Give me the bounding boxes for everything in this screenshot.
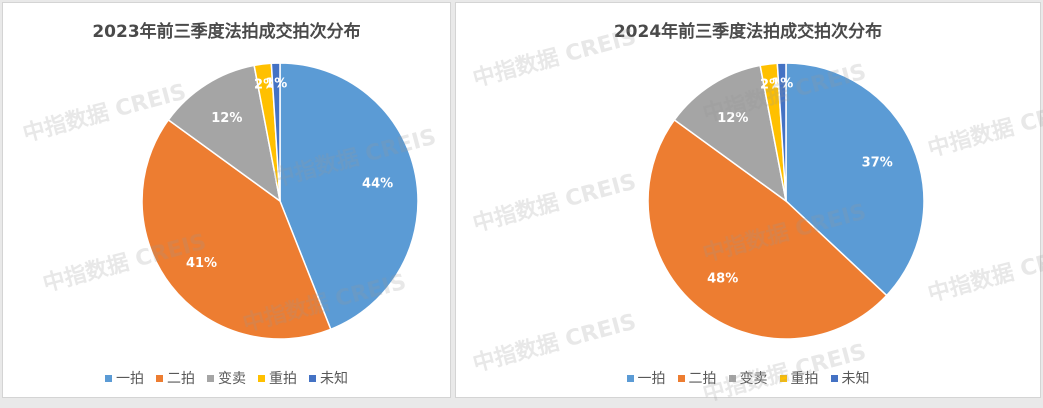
pie-chart-2023: 44% 41% 12% 2%1% <box>141 62 419 340</box>
data-label: 44% <box>362 176 393 191</box>
pie-slice-5 <box>776 62 787 202</box>
legend-swatch <box>779 374 787 382</box>
legend-swatch <box>728 374 736 382</box>
legend-swatch <box>626 374 634 382</box>
legend-item: 重拍 <box>258 368 297 388</box>
pie-slice-3 <box>673 64 788 203</box>
data-label: 1% <box>771 76 793 91</box>
chart-panel-2024: 2024年前三季度法拍成交拍次分布 37% 48% 12% 2% 1% 一拍 二拍 变卖 重拍… <box>455 2 1041 398</box>
legend-label: 一拍 <box>637 371 666 387</box>
legend-swatch <box>105 374 112 382</box>
data-label: 2% <box>760 77 782 92</box>
pie-slice-2 <box>141 118 332 340</box>
legend-swatch <box>309 374 316 382</box>
legend-item: 变卖 <box>728 368 768 388</box>
legend-label: 未知 <box>320 371 348 387</box>
data-label: 37% <box>862 156 893 171</box>
data-label: 2% <box>254 77 276 92</box>
data-label: 1% <box>265 76 287 91</box>
legend-label: 重拍 <box>269 371 297 387</box>
legend-item: 重拍 <box>779 368 819 388</box>
legend-swatch <box>830 374 838 382</box>
data-label: 12% <box>211 111 242 126</box>
pie-chart-2024: 37% 48% 12% 2%1% <box>647 62 925 340</box>
legend-item: 未知 <box>309 368 348 388</box>
legend-item: 二拍 <box>156 368 195 388</box>
legend-swatch <box>258 374 265 382</box>
legend-item: 变卖 <box>207 368 246 388</box>
chart-panel-2023: 2023年前三季度法拍成交拍次分布 44% 41% 12% 2% 1% 一拍 二拍 变卖 重拍… <box>2 2 451 398</box>
legend-label: 未知 <box>841 371 870 387</box>
pie-slice-3 <box>167 64 282 203</box>
chart-title: 2023年前三季度法拍成交拍次分布 <box>92 22 361 42</box>
legend-label: 二拍 <box>167 371 195 387</box>
pie-slice-1 <box>279 62 419 331</box>
legend-item: 一拍 <box>626 368 666 388</box>
data-label: 41% <box>186 256 217 271</box>
data-label: 48% <box>707 272 738 287</box>
legend-item: 未知 <box>830 368 870 388</box>
chart-legend: 一拍 二拍 变卖 重拍 未知 <box>3 368 450 388</box>
chart-legend: 一拍 二拍 变卖 重拍 未知 <box>456 368 1040 388</box>
legend-label: 变卖 <box>739 371 768 387</box>
legend-swatch <box>156 374 163 382</box>
legend-swatch <box>677 374 685 382</box>
legend-label: 重拍 <box>790 371 819 387</box>
data-label: 12% <box>717 111 748 126</box>
chart-title: 2024年前三季度法拍成交拍次分布 <box>613 22 883 42</box>
legend-item: 一拍 <box>105 368 144 388</box>
pie-slice-1 <box>785 62 925 297</box>
legend-label: 一拍 <box>116 371 144 387</box>
legend-label: 变卖 <box>218 371 246 387</box>
legend-swatch <box>207 374 214 382</box>
legend-item: 二拍 <box>677 368 717 388</box>
pie-slice-2 <box>647 118 888 340</box>
legend-label: 二拍 <box>688 371 717 387</box>
pie-slice-5 <box>270 62 281 202</box>
